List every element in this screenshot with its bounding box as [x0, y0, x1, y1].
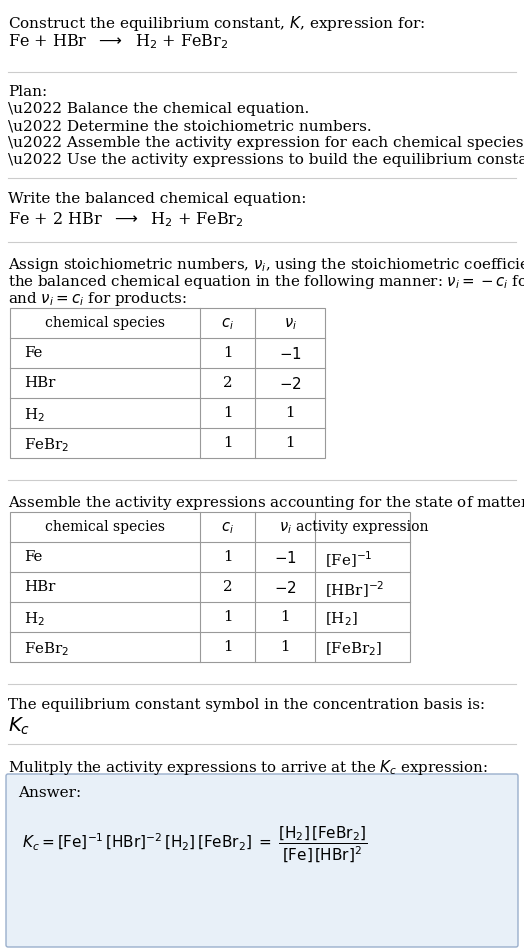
Text: and $\nu_i = c_i$ for products:: and $\nu_i = c_i$ for products: — [8, 290, 187, 308]
Text: 1: 1 — [285, 406, 294, 420]
Text: Construct the equilibrium constant, $\mathit{K}$, expression for:: Construct the equilibrium constant, $\ma… — [8, 14, 425, 33]
Text: HBr: HBr — [24, 580, 56, 594]
Text: [Fe]$^{-1}$: [Fe]$^{-1}$ — [325, 550, 373, 570]
Text: activity expression: activity expression — [296, 520, 429, 534]
Text: $-1$: $-1$ — [279, 346, 301, 362]
Text: FeBr$_2$: FeBr$_2$ — [24, 436, 69, 454]
Text: 1: 1 — [223, 640, 232, 654]
Text: 2: 2 — [223, 580, 232, 594]
Text: Answer:: Answer: — [18, 786, 81, 800]
Text: [H$_2$]: [H$_2$] — [325, 610, 358, 627]
Text: \u2022 Determine the stoichiometric numbers.: \u2022 Determine the stoichiometric numb… — [8, 119, 372, 133]
Text: \u2022 Use the activity expressions to build the equilibrium constant expression: \u2022 Use the activity expressions to b… — [8, 153, 524, 167]
Text: chemical species: chemical species — [45, 316, 165, 330]
Text: H$_2$: H$_2$ — [24, 610, 45, 627]
Text: Fe: Fe — [24, 346, 42, 360]
Text: 1: 1 — [285, 436, 294, 450]
Text: $-2$: $-2$ — [279, 376, 301, 392]
Text: Fe + HBr  $\longrightarrow$  H$_2$ + FeBr$_2$: Fe + HBr $\longrightarrow$ H$_2$ + FeBr$… — [8, 32, 228, 50]
Text: the balanced chemical equation in the following manner: $\nu_i = -c_i$ for react: the balanced chemical equation in the fo… — [8, 273, 524, 291]
Text: 1: 1 — [280, 610, 290, 624]
Bar — [10, 512, 410, 662]
Text: $K_c = \mathrm{[Fe]^{-1}\,[HBr]^{-2}\,[H_2]\,[FeBr_2]}$$\;=\;\dfrac{\mathrm{[H_2: $K_c = \mathrm{[Fe]^{-1}\,[HBr]^{-2}\,[H… — [22, 824, 367, 864]
Text: Assemble the activity expressions accounting for the state of matter and $\nu_i$: Assemble the activity expressions accoun… — [8, 494, 524, 512]
Text: $c_i$: $c_i$ — [221, 316, 234, 332]
Text: Assign stoichiometric numbers, $\nu_i$, using the stoichiometric coefficients, $: Assign stoichiometric numbers, $\nu_i$, … — [8, 256, 524, 274]
Text: \u2022 Balance the chemical equation.: \u2022 Balance the chemical equation. — [8, 102, 309, 116]
Text: 1: 1 — [223, 436, 232, 450]
Text: 1: 1 — [223, 610, 232, 624]
FancyBboxPatch shape — [6, 774, 518, 947]
Text: HBr: HBr — [24, 376, 56, 390]
Text: $\nu_i$: $\nu_i$ — [279, 520, 291, 535]
Text: 1: 1 — [223, 406, 232, 420]
Text: $-1$: $-1$ — [274, 550, 297, 566]
Text: H$_2$: H$_2$ — [24, 406, 45, 423]
Text: Fe + 2 HBr  $\longrightarrow$  H$_2$ + FeBr$_2$: Fe + 2 HBr $\longrightarrow$ H$_2$ + FeB… — [8, 210, 244, 229]
Text: \u2022 Assemble the activity expression for each chemical species.: \u2022 Assemble the activity expression … — [8, 136, 524, 150]
Text: 1: 1 — [223, 346, 232, 360]
Text: $K_c$: $K_c$ — [8, 716, 30, 737]
Text: [FeBr$_2$]: [FeBr$_2$] — [325, 640, 382, 658]
Text: Fe: Fe — [24, 550, 42, 564]
Text: $c_i$: $c_i$ — [221, 520, 234, 535]
Text: 2: 2 — [223, 376, 232, 390]
Text: [HBr]$^{-2}$: [HBr]$^{-2}$ — [325, 580, 385, 601]
Text: chemical species: chemical species — [45, 520, 165, 534]
Text: Mulitply the activity expressions to arrive at the $K_c$ expression:: Mulitply the activity expressions to arr… — [8, 758, 488, 777]
Bar — [10, 308, 325, 458]
Text: $-2$: $-2$ — [274, 580, 297, 596]
Text: Plan:: Plan: — [8, 85, 47, 99]
Text: 1: 1 — [280, 640, 290, 654]
Text: Write the balanced chemical equation:: Write the balanced chemical equation: — [8, 192, 307, 206]
Text: FeBr$_2$: FeBr$_2$ — [24, 640, 69, 658]
Text: $\nu_i$: $\nu_i$ — [283, 316, 297, 332]
Text: 1: 1 — [223, 550, 232, 564]
Text: The equilibrium constant symbol in the concentration basis is:: The equilibrium constant symbol in the c… — [8, 698, 485, 712]
